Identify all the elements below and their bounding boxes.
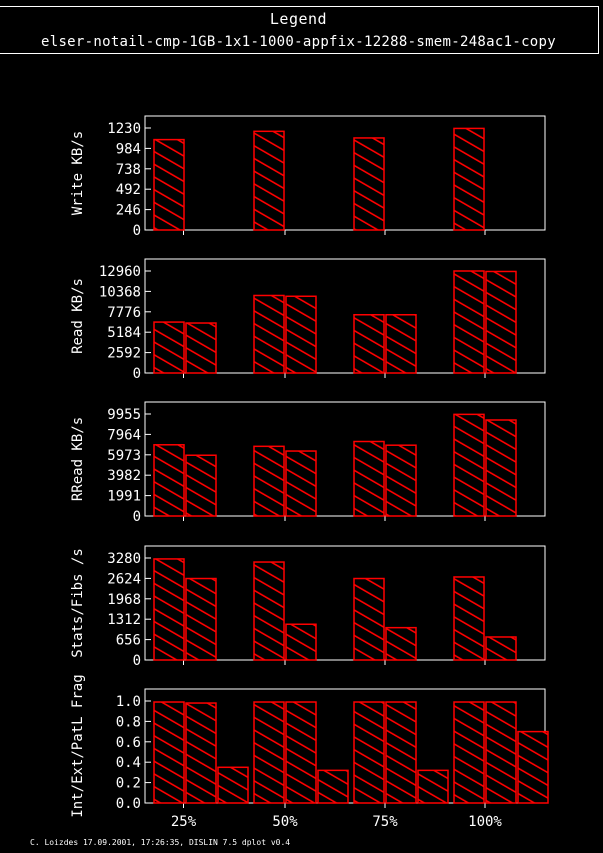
y-tick-label: 7964 (107, 427, 141, 443)
y-tick-label: 492 (116, 182, 141, 198)
y-axis-label: Int/Ext/PatL Frag (70, 674, 86, 817)
bar-s2-50pct (285, 450, 317, 517)
bar-s2-100pct (485, 419, 517, 517)
bar-s1-100pct (453, 576, 485, 661)
legend-title: Legend (269, 10, 328, 28)
bar-s1-50pct (253, 561, 285, 661)
footer-credit: C. Loizdes 17.09.2001, 17:26:35, DISLIN … (30, 838, 291, 847)
y-tick-label: 0 (133, 366, 141, 382)
y-tick-label: 1.0 (116, 694, 141, 710)
bar-s2-100pct (485, 270, 517, 374)
chart-panel-2: 0 2592 5184 7776 10368 12960 Read KB/s (70, 258, 546, 382)
chart-panel-4: 0 656 1312 1968 2624 3280 Stats/Fibs /s (70, 545, 546, 669)
plot-frame (144, 545, 546, 661)
bar-s1-50pct (253, 130, 285, 231)
bar-s1-50pct (253, 294, 285, 374)
y-tick-label: 0.4 (116, 755, 141, 771)
bar-s2-25pct (185, 454, 217, 517)
bar-s1-75pct (353, 137, 385, 231)
bar-s2-75pct (385, 626, 417, 661)
y-tick-label: 1230 (107, 121, 141, 137)
legend-box: Legend elser-notail-cmp-1GB-1x1-1000-app… (0, 6, 599, 54)
bar-s3-25pct (217, 766, 249, 804)
y-tick-label: 1968 (107, 592, 141, 608)
y-axis-label: Read KB/s (70, 278, 86, 354)
bar-s1-50pct (253, 701, 285, 804)
y-tick-label: 1991 (107, 489, 141, 505)
y-tick-label: 738 (116, 162, 141, 178)
y-tick-label: 5973 (107, 448, 141, 464)
y-axis-label: Stats/Fibs /s (70, 548, 86, 658)
y-axis-label: Write KB/s (70, 131, 86, 215)
bar-s3-75pct (417, 769, 449, 804)
chart-panel-1: 0 246 492 738 984 1230 Write KB/s (70, 115, 546, 239)
y-axis-label: RRead KB/s (70, 417, 86, 501)
bar-s1-75pct (353, 440, 385, 517)
y-tick-label: 984 (116, 141, 141, 157)
y-tick-label: 0.6 (116, 735, 141, 751)
legend-entry: elser-notail-cmp-1GB-1x1-1000-appfix-122… (41, 34, 556, 50)
y-tick-label: 0 (133, 509, 141, 525)
bar-s2-100pct (485, 701, 517, 804)
bar-s1-100pct (453, 413, 485, 517)
y-tick-label: 656 (116, 633, 141, 649)
bar-s2-25pct (185, 702, 217, 804)
bar-s2-50pct (285, 623, 317, 661)
bar-s2-25pct (185, 322, 217, 374)
plot-frame (144, 258, 546, 374)
bar-s2-100pct (485, 636, 517, 661)
bar-s2-50pct (285, 701, 317, 804)
y-tick-label: 0 (133, 653, 141, 669)
bar-s1-100pct (453, 127, 485, 231)
bar-s1-25pct (153, 558, 185, 661)
bar-s1-75pct (353, 701, 385, 804)
bar-s1-50pct (253, 445, 285, 517)
y-tick-label: 0.0 (116, 796, 141, 812)
bar-s1-100pct (453, 270, 485, 374)
x-tick-label: 75% (372, 814, 398, 830)
bar-s1-25pct (153, 444, 185, 517)
x-tick-label: 25% (171, 814, 197, 830)
y-tick-label: 5184 (107, 325, 141, 341)
bar-s2-75pct (385, 444, 417, 517)
bar-s3-50pct (317, 769, 349, 804)
chart-panel-5: 0.0 0.2 0.4 0.6 0.8 1.0 Int/Ext/PatL Frag 25% 50… (70, 674, 549, 830)
bar-s3-100pct (517, 730, 549, 804)
y-tick-label: 0.2 (116, 776, 141, 792)
y-tick-label: 3280 (107, 551, 141, 567)
y-tick-label: 12960 (99, 264, 141, 280)
y-tick-label: 9955 (107, 407, 141, 423)
bar-s1-75pct (353, 577, 385, 661)
y-tick-label: 246 (116, 203, 141, 219)
y-tick-label: 10368 (99, 284, 141, 300)
chart-panel-3: 0 1991 3982 5973 7964 9955 RRead KB/s (70, 401, 546, 525)
y-tick-label: 2592 (107, 346, 141, 362)
y-tick-label: 1312 (107, 612, 141, 628)
bar-s1-100pct (453, 701, 485, 804)
plot-frame (144, 401, 546, 517)
plot-frame (144, 115, 546, 231)
bar-s2-25pct (185, 577, 217, 661)
bar-s2-50pct (285, 295, 317, 374)
x-tick-label: 100% (468, 814, 502, 830)
y-tick-label: 0.8 (116, 714, 141, 730)
bar-s1-25pct (153, 701, 185, 804)
y-tick-label: 7776 (107, 305, 141, 321)
bar-s1-25pct (153, 138, 185, 231)
bar-s2-75pct (385, 314, 417, 374)
y-tick-label: 2624 (107, 571, 141, 587)
x-tick-label: 50% (272, 814, 298, 830)
y-tick-label: 0 (133, 223, 141, 239)
y-tick-label: 3982 (107, 468, 141, 484)
bar-s1-25pct (153, 321, 185, 374)
bar-s1-75pct (353, 314, 385, 374)
bar-s2-75pct (385, 701, 417, 804)
